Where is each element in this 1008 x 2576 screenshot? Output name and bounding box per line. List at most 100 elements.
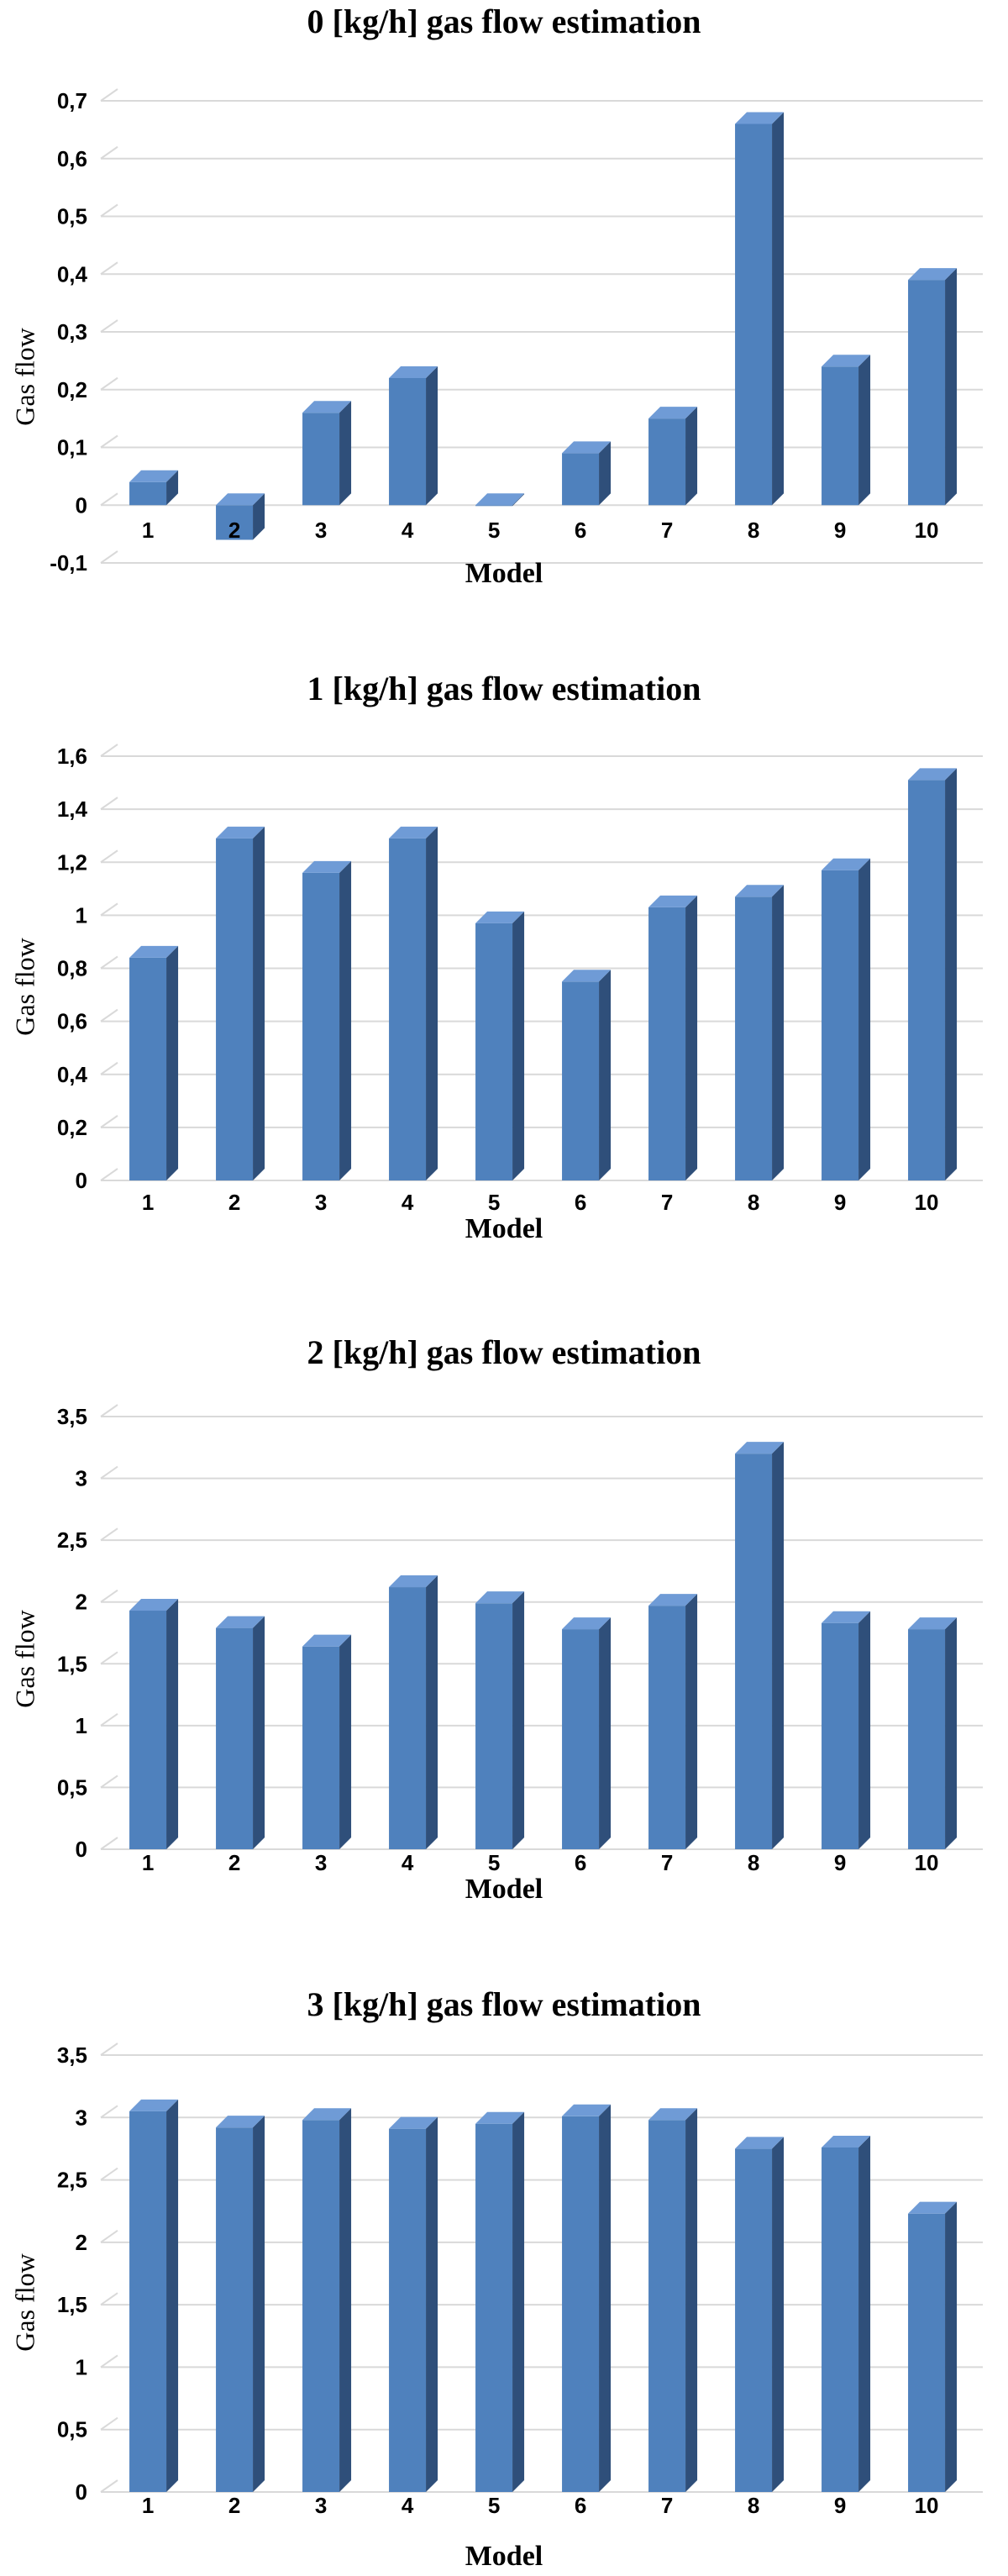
y-tick-label: 1,4: [57, 796, 88, 822]
x-axis-label: Model: [465, 558, 543, 589]
bar: [302, 1634, 352, 1849]
y-tick-label: 1,2: [57, 849, 87, 875]
gridline-slant: [100, 492, 118, 507]
gridline-slant: [100, 434, 118, 449]
x-tick-label: 4: [402, 518, 414, 543]
x-tick-label: 1: [142, 2493, 154, 2518]
y-tick-label: 0: [76, 492, 87, 518]
y-tick-label: 0,1: [57, 435, 87, 460]
bar: [908, 1617, 958, 1849]
x-tick-label: 9: [834, 518, 846, 543]
y-tick-label: 0,5: [57, 1774, 87, 1800]
bar: [908, 268, 958, 506]
y-tick-label: 0: [76, 2479, 87, 2505]
x-tick-label: 10: [915, 2493, 939, 2518]
y-tick-label: 3,5: [57, 1404, 87, 1429]
gridline-slant: [100, 145, 118, 160]
gridline-slant: [100, 319, 118, 333]
bar: [302, 860, 352, 1180]
gridline-slant: [100, 1527, 118, 1541]
gridline-slant: [100, 2416, 118, 2431]
x-tick-label: 9: [834, 1190, 846, 1215]
x-tick-label: 4: [402, 1190, 414, 1215]
y-tick-label: 1: [76, 2354, 87, 2379]
gridline-slant: [100, 1465, 118, 1480]
x-tick-label: 2: [228, 2493, 240, 2518]
bar: [908, 2201, 958, 2492]
bar: [562, 970, 612, 1180]
chart-title: 3 [kg/h] gas flow estimation: [307, 1985, 701, 2023]
plot-area: -0,1 0 0,1 0,2 0,3 0,4 0,5 0,6 0,7 1 2 3 4 5 6 7 8 9 10: [50, 88, 983, 576]
x-tick-label: 3: [315, 2493, 327, 2518]
x-tick-label: 8: [748, 1850, 759, 1875]
bar: [129, 945, 179, 1180]
x-tick-label: 6: [575, 518, 586, 543]
gridline-slant: [100, 88, 118, 102]
chart-0: 0 [kg/h] gas flow estimation Gas flow -0…: [0, 0, 1008, 655]
bar: [389, 2116, 438, 2492]
y-tick-label: 1: [76, 902, 87, 928]
bar: [216, 826, 265, 1180]
bar: [302, 2108, 352, 2492]
gridline-slant: [100, 2105, 118, 2119]
gridline-slant: [100, 1837, 118, 1850]
x-tick-label: 5: [488, 1190, 500, 1215]
bar: [129, 1599, 179, 1849]
y-tick-label: 1: [76, 1713, 87, 1738]
y-tick-label: 0,5: [57, 204, 87, 229]
y-tick-label: 0,6: [57, 146, 87, 171]
gridline-slant: [100, 2042, 118, 2056]
x-tick-label: 8: [748, 1190, 759, 1215]
bar: [216, 1616, 265, 1849]
x-tick-label: 7: [661, 1190, 673, 1215]
y-tick-label: 0,8: [57, 956, 87, 981]
x-axis-label: Model: [465, 1874, 543, 1905]
gridline-slant: [100, 1774, 118, 1789]
x-tick-label: 7: [661, 518, 673, 543]
gridline-slant: [100, 1404, 118, 1417]
bar: [562, 441, 612, 506]
bar: [822, 2135, 871, 2492]
y-tick-label: 0,2: [57, 1115, 87, 1140]
x-tick-label: 6: [575, 1190, 586, 1215]
x-tick-label: 1: [142, 518, 154, 543]
bar: [735, 2137, 785, 2492]
y-tick-label: 0,2: [57, 377, 87, 402]
gridline-slant: [100, 2167, 118, 2181]
y-tick-label: 0,3: [57, 319, 87, 344]
gridline-slant: [100, 2292, 118, 2305]
gridline-slant: [100, 261, 118, 276]
y-tick-label: 0,7: [57, 88, 87, 113]
bar: [302, 401, 352, 506]
x-axis-label: Model: [465, 1213, 543, 1244]
gridline-slant: [100, 1061, 118, 1075]
gridline-slant: [100, 1651, 118, 1665]
x-tick-label: 4: [402, 2493, 414, 2518]
gridline-slant: [100, 203, 118, 218]
x-tick-label: 10: [915, 1850, 939, 1875]
y-tick-label: 0,4: [57, 261, 88, 287]
bar: [822, 355, 871, 506]
bar: [908, 768, 958, 1180]
bar: [389, 366, 438, 506]
x-tick-label: 4: [402, 1850, 414, 1875]
bar: [475, 493, 525, 507]
y-tick-label: 3: [76, 2105, 87, 2130]
y-tick-label: 0,6: [57, 1009, 87, 1034]
bar: [822, 1611, 871, 1849]
x-tick-label: 5: [488, 518, 500, 543]
gridline-slant: [100, 744, 118, 757]
y-tick-label: 0: [76, 1837, 87, 1862]
x-tick-label: 3: [315, 1190, 327, 1215]
bar: [562, 2104, 612, 2492]
x-tick-label: 1: [142, 1850, 154, 1875]
gridline-slant: [100, 1115, 118, 1128]
gridline-slant: [100, 2479, 118, 2493]
gridline-slant: [100, 1008, 118, 1023]
bar: [389, 826, 438, 1180]
plot-area: 0 0,5 1 1,5 2 2,5 3 3,5 1 2 3 4 5 6 7 8 9 10: [57, 2042, 983, 2518]
gridline-slant: [100, 376, 118, 391]
